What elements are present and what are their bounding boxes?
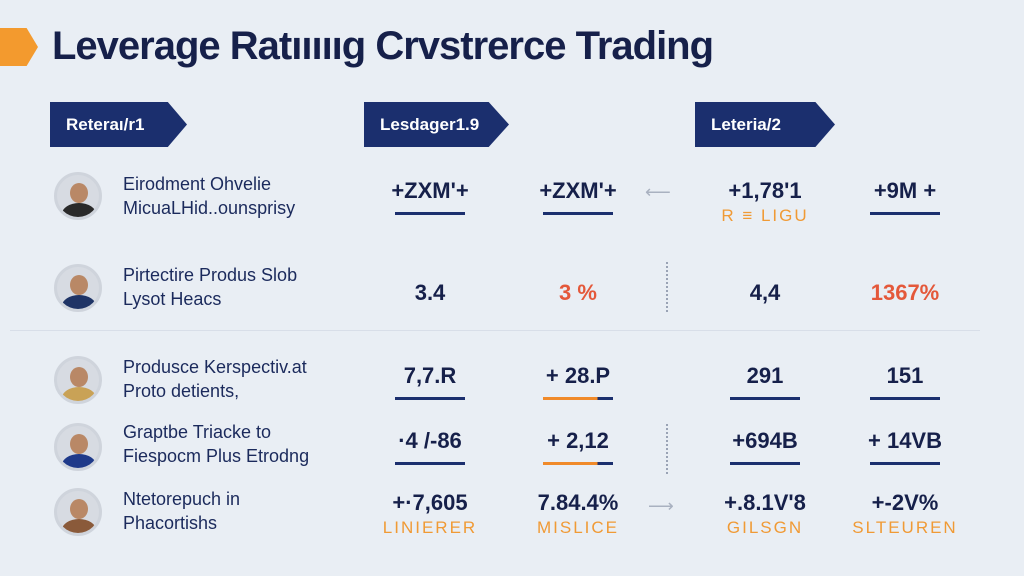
- cell-value: +694B: [732, 428, 798, 453]
- cell-value: 3.4: [414, 280, 446, 305]
- cell-value: +.8.1V'8: [724, 490, 806, 515]
- row-name: Graptbe Triacke to Fiespocm Plus Etrodng: [123, 420, 309, 468]
- row-name-line: MicuaLHid..ounsprisy: [123, 198, 296, 218]
- column-separator: [666, 424, 668, 474]
- cell-value: +·7,605: [392, 490, 468, 515]
- value-underline: [870, 462, 940, 465]
- cell-label: LINIERER: [382, 518, 478, 537]
- row-name: Eirodment Ohvelie MicuaLHid..ounsprisy: [123, 172, 295, 220]
- value-underline: [870, 212, 940, 215]
- value-underline: [730, 462, 800, 465]
- left-arrow-icon: ⟵: [645, 182, 671, 202]
- row-name-line: Fiespocm Plus Etrodng: [123, 446, 310, 466]
- cell-value: +9M +: [873, 178, 937, 203]
- row-name-line: Produsce Kerspectiv.at: [123, 357, 307, 377]
- cell-value: 151: [886, 363, 924, 388]
- column-tag-3[interactable]: Leteria/2: [695, 102, 835, 147]
- cell-value: ·4 /-86: [398, 428, 462, 453]
- value-cell: +1,78'1 R ≡ LIGU: [695, 178, 835, 226]
- value-cell: ·4 /-86: [360, 428, 500, 465]
- value-underline: [543, 212, 613, 215]
- column-tag-2[interactable]: Lesdager1.9: [364, 102, 509, 147]
- cell-label: MISLICE: [536, 518, 620, 537]
- avatar: [54, 488, 102, 536]
- value-cell: 7,7.R: [360, 363, 500, 400]
- cell-value: +1,78'1: [728, 178, 802, 203]
- cell-value: +-2V%: [871, 490, 939, 515]
- value-underline: [395, 212, 465, 215]
- column-separator: [666, 262, 668, 312]
- cell-value: 291: [746, 363, 784, 388]
- row-name-line: Pirtectire Produs Slob: [123, 265, 298, 285]
- row-name-line: Proto detients,: [123, 381, 240, 401]
- value-underline: [395, 462, 465, 465]
- value-cell: +·7,605 LINIERER: [360, 490, 500, 538]
- value-cell: +.8.1V'8 GILSGN: [695, 490, 835, 538]
- cell-value: +ZXM'+: [539, 178, 617, 203]
- column-tag-1[interactable]: Reteraı/r1: [50, 102, 187, 147]
- value-cell: +694B: [695, 428, 835, 465]
- value-underline: [730, 397, 800, 400]
- value-cell: +-2V% SLTEUREN: [835, 490, 975, 538]
- row-name-line: Ntetorepuch in: [123, 489, 241, 509]
- row-name-line: Lysot Heacs: [123, 289, 222, 309]
- row-name: Ntetorepuch in Phacortishs: [123, 487, 240, 535]
- value-underline: [395, 397, 465, 400]
- title-accent-marker: [0, 28, 38, 66]
- cell-value: 4,4: [749, 280, 781, 305]
- value-cell: 4,4: [695, 280, 835, 306]
- cell-label: SLTEUREN: [852, 518, 958, 537]
- value-cell: 151: [835, 363, 975, 400]
- value-cell: +9M +: [835, 178, 975, 215]
- cell-value: 7,7.R: [403, 363, 457, 388]
- value-cell: + 2,12: [508, 428, 648, 465]
- avatar: [54, 356, 102, 404]
- cell-label: GILSGN: [726, 518, 804, 537]
- row-name-line: Phacortishs: [123, 513, 218, 533]
- avatar: [54, 264, 102, 312]
- right-arrow-icon: ⟶: [648, 496, 674, 516]
- value-cell: + 14VB: [835, 428, 975, 465]
- cell-value: 1367%: [870, 280, 940, 305]
- value-cell: 291: [695, 363, 835, 400]
- value-underline: [543, 462, 613, 465]
- value-cell: +ZXM'+: [508, 178, 648, 215]
- value-underline: [543, 397, 613, 400]
- page-title: Leverage Ratıııııg Crvstrerce Trading: [52, 24, 714, 68]
- value-cell: + 28.P: [508, 363, 648, 400]
- cell-value: 3 %: [559, 280, 597, 305]
- cell-value: + 28.P: [545, 363, 611, 388]
- value-cell: 1367%: [835, 280, 975, 306]
- row-name: Produsce Kerspectiv.at Proto detients,: [123, 355, 307, 403]
- avatar: [54, 172, 102, 220]
- value-cell: +ZXM'+: [360, 178, 500, 215]
- cell-value: +ZXM'+: [391, 178, 469, 203]
- row-name-line: Graptbe Triacke to: [123, 422, 272, 442]
- cell-label: R ≡ LIGU: [721, 206, 809, 225]
- row-name-line: Eirodment Ohvelie: [123, 174, 272, 194]
- value-cell: 3.4: [360, 280, 500, 306]
- cell-value: + 2,12: [547, 428, 609, 453]
- cell-value: + 14VB: [868, 428, 942, 453]
- row-divider: [10, 330, 980, 331]
- value-cell: 7.84.4% MISLICE: [508, 490, 648, 538]
- value-cell: 3 %: [508, 280, 648, 306]
- value-underline: [870, 397, 940, 400]
- row-name: Pirtectire Produs Slob Lysot Heacs: [123, 263, 297, 311]
- avatar: [54, 423, 102, 471]
- cell-value: 7.84.4%: [537, 490, 619, 515]
